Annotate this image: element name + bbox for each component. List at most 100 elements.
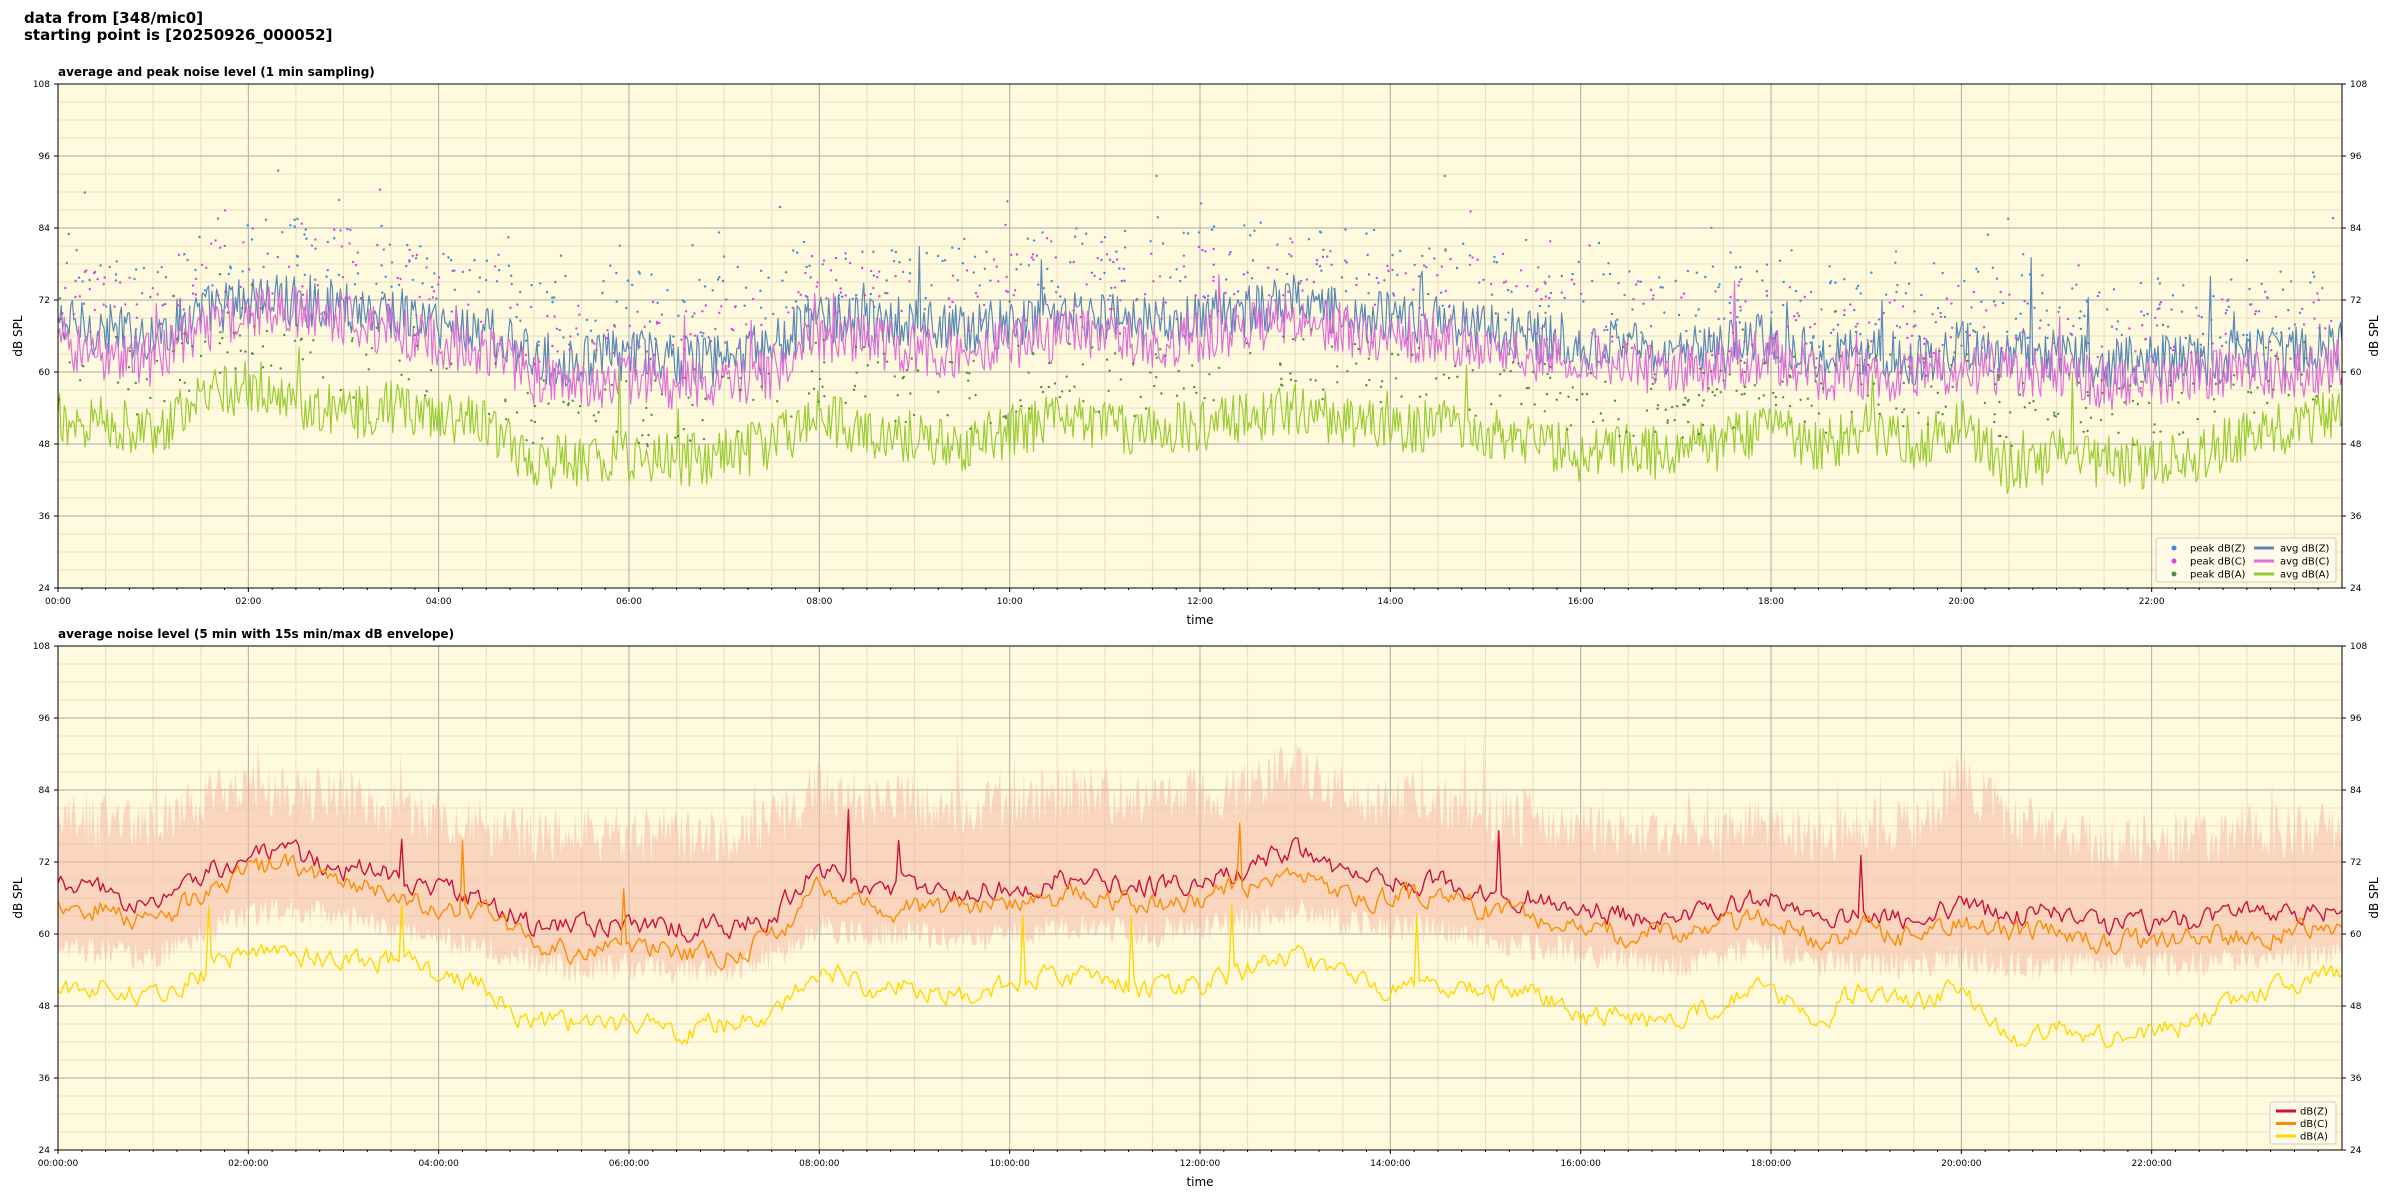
peak-point (591, 341, 594, 344)
peak-point (1717, 317, 1720, 321)
peak-point (1068, 389, 1071, 392)
peak-point (1673, 419, 1676, 422)
peak-point (1152, 280, 1155, 283)
peak-point (1085, 283, 1088, 286)
peak-point (1468, 263, 1472, 266)
peak-point (359, 297, 363, 300)
peak-point (1336, 381, 1339, 384)
peak-point (844, 257, 847, 260)
peak-point (1666, 421, 1669, 424)
peak-point (2262, 353, 2265, 356)
peak-point (2128, 327, 2131, 330)
peak-point (354, 263, 358, 267)
peak-point (478, 276, 482, 279)
peak-point (646, 445, 649, 448)
peak-point (2180, 391, 2184, 395)
peak-point (1537, 266, 1540, 269)
peak-point (1344, 290, 1348, 293)
peak-point (1614, 324, 1618, 327)
peak-point (498, 269, 501, 272)
peak-point (287, 265, 291, 268)
peak-point (2225, 309, 2228, 312)
peak-point (1208, 373, 1211, 376)
peak-point (210, 242, 213, 245)
peak-point (625, 380, 628, 383)
peak-point (656, 301, 659, 304)
peak-point (1680, 296, 1683, 299)
peak-point (848, 261, 852, 265)
peak-point (785, 306, 788, 309)
peak-point (1997, 378, 2000, 381)
peak-point (1953, 351, 1956, 354)
peak-point (484, 278, 488, 282)
peak-point (2045, 309, 2048, 312)
y-tick-label-right: 60 (2350, 930, 2362, 940)
peak-point (1099, 277, 1102, 281)
peak-point (198, 235, 201, 239)
peak-point (1387, 269, 1390, 273)
peak-point (2146, 312, 2149, 316)
minmax-envelope (58, 725, 2342, 984)
peak-point (1326, 255, 1329, 258)
peak-point (1249, 234, 1252, 237)
peak-point (1417, 346, 1421, 350)
peak-point (1782, 280, 1785, 284)
peak-point (1949, 336, 1953, 339)
peak-point (767, 372, 770, 375)
peak-point (564, 274, 567, 278)
peak-point (1867, 363, 1870, 366)
peak-point (451, 269, 454, 273)
peak-point (1333, 288, 1336, 291)
peak-point (1834, 363, 1837, 367)
peak-point (1228, 253, 1231, 256)
peak-point (810, 254, 814, 258)
peak-point (1321, 255, 1325, 259)
peak-point (1312, 280, 1316, 284)
peak-point (1123, 246, 1127, 249)
peak-point (1711, 390, 1714, 394)
x-axis-label: time (1186, 1175, 1213, 1189)
peak-point (1743, 385, 1747, 389)
peak-point (387, 298, 391, 301)
peak-point (1854, 325, 1858, 328)
x-tick-label: 14:00 (1377, 597, 1403, 607)
peak-point (1930, 385, 1933, 388)
peak-point (2324, 327, 2327, 330)
peak-point (1895, 324, 1899, 328)
peak-point (1834, 281, 1837, 284)
peak-point (1365, 384, 1368, 387)
peak-point (1570, 278, 1574, 281)
peak-point (2099, 418, 2103, 422)
peak-point (1520, 269, 1523, 272)
peak-point (194, 268, 197, 272)
peak-point (592, 414, 596, 417)
peak-point (1345, 261, 1348, 264)
peak-point (1546, 372, 1549, 376)
peak-point (1878, 412, 1881, 416)
peak-point (1917, 411, 1920, 415)
peak-point (1757, 397, 1761, 400)
peak-point (1788, 404, 1792, 408)
peak-point (1792, 355, 1796, 358)
peak-point (1604, 380, 1607, 383)
peak-point (542, 379, 545, 382)
peak-point (1907, 365, 1911, 368)
peak-point (937, 390, 940, 394)
peak-point (861, 250, 864, 253)
peak-point (739, 376, 742, 380)
y-tick-label: 24 (39, 1146, 51, 1156)
peak-point (810, 370, 814, 373)
peak-point (1182, 265, 1186, 268)
peak-point (1204, 250, 1207, 253)
peak-point (1082, 400, 1085, 403)
peak-point (2058, 306, 2061, 309)
peak-point (1599, 412, 1603, 415)
peak-point (1443, 174, 1446, 178)
peak-point (504, 418, 508, 421)
peak-point (1418, 306, 1422, 310)
peak-point (1722, 379, 1725, 382)
peak-point (309, 351, 312, 354)
peak-point (546, 314, 549, 318)
peak-point (645, 406, 648, 410)
peak-point (577, 411, 580, 414)
